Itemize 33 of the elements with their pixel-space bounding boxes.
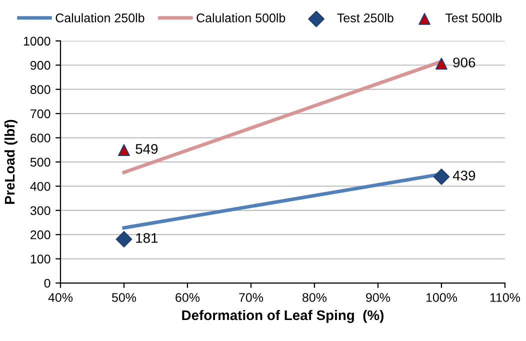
legend-label: Calulation 250lb	[56, 13, 144, 22]
x-tick-label: 90%	[366, 293, 390, 302]
point	[436, 58, 448, 70]
y-tick-label: 700	[30, 109, 50, 118]
x-tick-label: 100%	[426, 293, 458, 302]
x-tick-label: 110%	[490, 293, 520, 302]
data-label: 906	[453, 58, 476, 68]
y-tick-label: 900	[30, 60, 50, 70]
y-axis-title: PreLoad (lbf)	[4, 120, 18, 204]
x-axis-title: Deformation of Leaf Sping (%)	[182, 310, 384, 323]
x-tick-label: 40%	[48, 293, 73, 302]
data-label: 439	[452, 170, 476, 180]
y-tick-label: 200	[30, 230, 50, 240]
x-tick-label: 80%	[302, 293, 327, 302]
y-tick-label: 800	[30, 85, 50, 94]
legend-label: Test 500lb	[445, 13, 502, 22]
y-tick-label: 1000	[24, 36, 50, 46]
legend-label: Test 250lb	[337, 13, 394, 22]
y-tick-label: 600	[30, 134, 50, 142]
y-tick-label: 300	[30, 206, 50, 216]
point	[118, 144, 130, 156]
point	[433, 168, 450, 185]
y-tick-label: 400	[30, 182, 50, 191]
x-tick-label: 70%	[239, 293, 264, 302]
y-tick-label: 0	[44, 278, 50, 288]
x-tick-label: 60%	[176, 293, 200, 302]
point	[116, 231, 132, 248]
data-label: 181	[136, 233, 158, 243]
data-label: 549	[136, 144, 158, 154]
legend-label: Calulation 500lb	[196, 13, 286, 22]
y-tick-label: 500	[30, 158, 50, 167]
y-tick-label: 100	[30, 254, 50, 264]
x-tick-label: 50%	[112, 293, 136, 302]
